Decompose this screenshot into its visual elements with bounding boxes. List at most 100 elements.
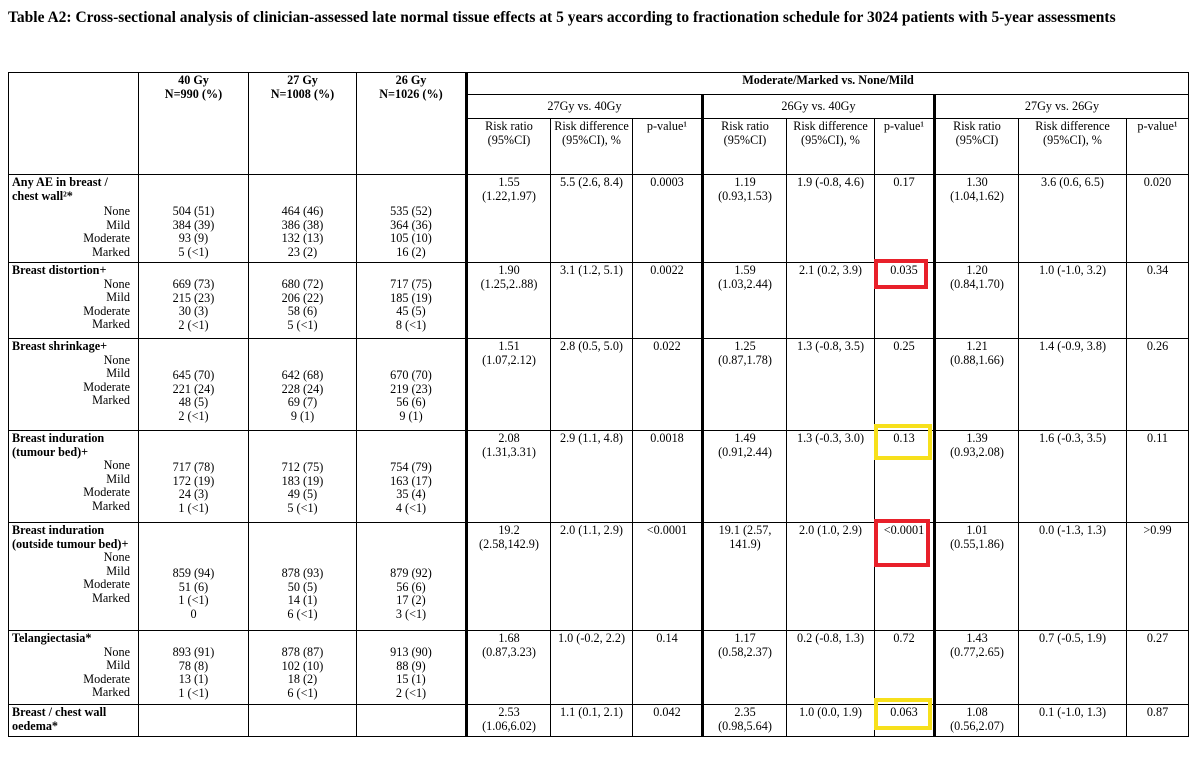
- risk-difference: 0.1 (-1.0, 1.3): [1018, 704, 1127, 737]
- count-cell: 8 (<1): [395, 317, 427, 332]
- level-label: None: [103, 644, 130, 659]
- counts-26gy: 717 (75) 185 (19) 45 (5) 8 (<1): [356, 262, 467, 339]
- count-cell: 364 (36): [390, 217, 432, 232]
- header-27gy-n: N=1008 (%): [270, 86, 335, 101]
- p-value-text: 0.13: [893, 431, 915, 445]
- header-rd-3: Risk difference (95%CI), %: [1018, 118, 1127, 175]
- counts-40gy: 504 (51) 384 (39) 93 (9) 5 (<1): [138, 174, 249, 263]
- p-value-text: <0.0001: [883, 523, 925, 537]
- count-cell: 504 (51): [172, 204, 215, 218]
- risk-ratio: 1.17 (0.58,2.37): [701, 630, 787, 705]
- level-label: Mild: [106, 563, 130, 578]
- count-cell: 9 (1): [290, 408, 315, 423]
- counts-27gy: 464 (46) 386 (38) 132 (13) 23 (2): [248, 174, 357, 263]
- count-cell: 172 (19): [172, 473, 215, 488]
- row-label-cell: Any AE in breast / chest wall²* None Mil…: [8, 174, 139, 263]
- count-cell: 48 (5): [178, 395, 209, 410]
- p-value: 0.063: [874, 698, 935, 737]
- count-cell: 35 (4): [396, 487, 426, 502]
- header-40gy-label: 40 Gy: [178, 73, 209, 87]
- count-cell: 215 (23): [172, 290, 215, 305]
- header-cmp-26v40: 26Gy vs. 40Gy: [701, 94, 935, 119]
- risk-difference: 0.0 (-1.3, 1.3): [1018, 522, 1127, 631]
- count-cell: 913 (90): [390, 645, 432, 659]
- level-label: Marked: [92, 498, 130, 513]
- counts-26gy: 754 (79) 163 (17) 35 (4) 4 (<1): [356, 430, 467, 523]
- count-cell: 24 (3): [178, 487, 209, 502]
- p-value: 0.035: [874, 259, 935, 339]
- risk-ratio: 1.55 (1.22,1.97): [465, 174, 551, 263]
- risk-difference: 5.5 (2.6, 8.4): [550, 174, 633, 263]
- row-label-cell: Breast / chest wall oedema*: [8, 704, 139, 737]
- counts-26gy: 913 (90) 88 (9) 15 (1) 2 (<1): [356, 630, 467, 705]
- count-cell: 386 (38): [281, 217, 324, 232]
- p-value: 0.0018: [632, 430, 703, 523]
- count-cell: 88 (9): [396, 658, 426, 673]
- count-cell: 384 (39): [172, 217, 215, 232]
- risk-ratio: 2.35 (0.98,5.64): [701, 704, 787, 737]
- count-cell: 3 (<1): [395, 606, 427, 621]
- count-cell: 712 (75): [281, 460, 324, 474]
- count-cell: 228 (24): [281, 381, 324, 396]
- count-cell: 50 (5): [287, 579, 318, 594]
- level-label: None: [103, 458, 130, 473]
- p-value: 0.0003: [632, 174, 703, 263]
- count-cell: 669 (73): [172, 277, 215, 291]
- risk-ratio: 1.08 (0.56,2.07): [933, 704, 1019, 737]
- highlight-box-red: [874, 259, 928, 289]
- header-26gy: 26 Gy N=1026 (%): [356, 72, 467, 175]
- header-27gy-label: 27 Gy: [287, 73, 318, 87]
- risk-ratio: 1.25 (0.87,1.78): [701, 338, 787, 431]
- risk-ratio: 1.39 (0.93,2.08): [933, 430, 1019, 523]
- counts-27gy: 642 (68) 228 (24) 69 (7) 9 (1): [248, 338, 357, 431]
- count-cell: 78 (8): [178, 658, 209, 673]
- risk-ratio: 19.2 (2.58,142.9): [465, 522, 551, 631]
- table-row: Breast shrinkage+ None Mild Moderate Mar…: [8, 338, 1189, 431]
- header-40gy: 40 Gy N=990 (%): [138, 72, 249, 175]
- level-label: None: [103, 352, 130, 367]
- highlight-box-red: [874, 519, 930, 567]
- p-value: 0.042: [632, 704, 703, 737]
- row-label-cell: Breast distortion+ None Mild Moderate Ma…: [8, 262, 139, 339]
- count-cell: 535 (52): [390, 204, 432, 218]
- row-label-cell: Breast shrinkage+ None Mild Moderate Mar…: [8, 338, 139, 431]
- count-cell: 680 (72): [281, 277, 324, 291]
- counts-27gy: 878 (93) 50 (5) 14 (1) 6 (<1): [248, 522, 357, 631]
- count-cell: 13 (1): [178, 672, 209, 687]
- risk-difference: 1.4 (-0.9, 3.8): [1018, 338, 1127, 431]
- count-cell: 18 (2): [287, 672, 318, 687]
- p-value: 0.26: [1126, 338, 1189, 431]
- count-cell: 6 (<1): [287, 685, 318, 700]
- count-cell: 219 (23): [390, 381, 432, 396]
- risk-difference: 0.2 (-0.8, 1.3): [786, 630, 875, 705]
- level-label: None: [103, 276, 130, 291]
- count-cell: 183 (19): [281, 473, 324, 488]
- risk-ratio: 1.30 (1.04,1.62): [933, 174, 1019, 263]
- count-cell: 15 (1): [396, 672, 426, 687]
- p-value-text: 0.063: [890, 705, 918, 719]
- count-cell: 1 (<1): [178, 500, 209, 515]
- row-label-cell: Telangiectasia* None Mild Moderate Marke…: [8, 630, 139, 705]
- count-cell: 670 (70): [390, 368, 432, 382]
- count-cell: 1 (<1): [178, 593, 209, 608]
- table-row: Breast distortion+ None Mild Moderate Ma…: [8, 259, 1189, 339]
- header-p-2: p-value¹: [874, 118, 935, 175]
- count-cell: 879 (92): [390, 566, 432, 580]
- table-row: Breast / chest wall oedema* 2.53 (1.06,6…: [8, 698, 1189, 737]
- p-value: 0.14: [632, 630, 703, 705]
- counts-27gy: 680 (72) 206 (22) 58 (6) 5 (<1): [248, 262, 357, 339]
- header-group: Moderate/Marked vs. None/Mild: [465, 72, 1189, 95]
- risk-difference: 1.0 (-0.2, 2.2): [550, 630, 633, 705]
- table-row: Telangiectasia* None Mild Moderate Marke…: [8, 630, 1189, 705]
- header-rd-2: Risk difference (95%CI), %: [786, 118, 875, 175]
- risk-difference: 1.0 (0.0, 1.9): [786, 704, 875, 737]
- count-cell: 878 (87): [281, 645, 324, 659]
- header-row-1: 40 Gy N=990 (%) 27 Gy N=1008 (%) 26 Gy N…: [8, 72, 1189, 175]
- risk-ratio: 1.20 (0.84,1.70): [933, 262, 1019, 339]
- count-cell: 30 (3): [178, 304, 209, 319]
- p-value: 0.11: [1126, 430, 1189, 523]
- counts-27gy: 712 (75) 183 (19) 49 (5) 5 (<1): [248, 430, 357, 523]
- p-value: 0.25: [874, 338, 935, 431]
- level-label: Moderate: [83, 303, 130, 318]
- level-label: Moderate: [83, 485, 130, 500]
